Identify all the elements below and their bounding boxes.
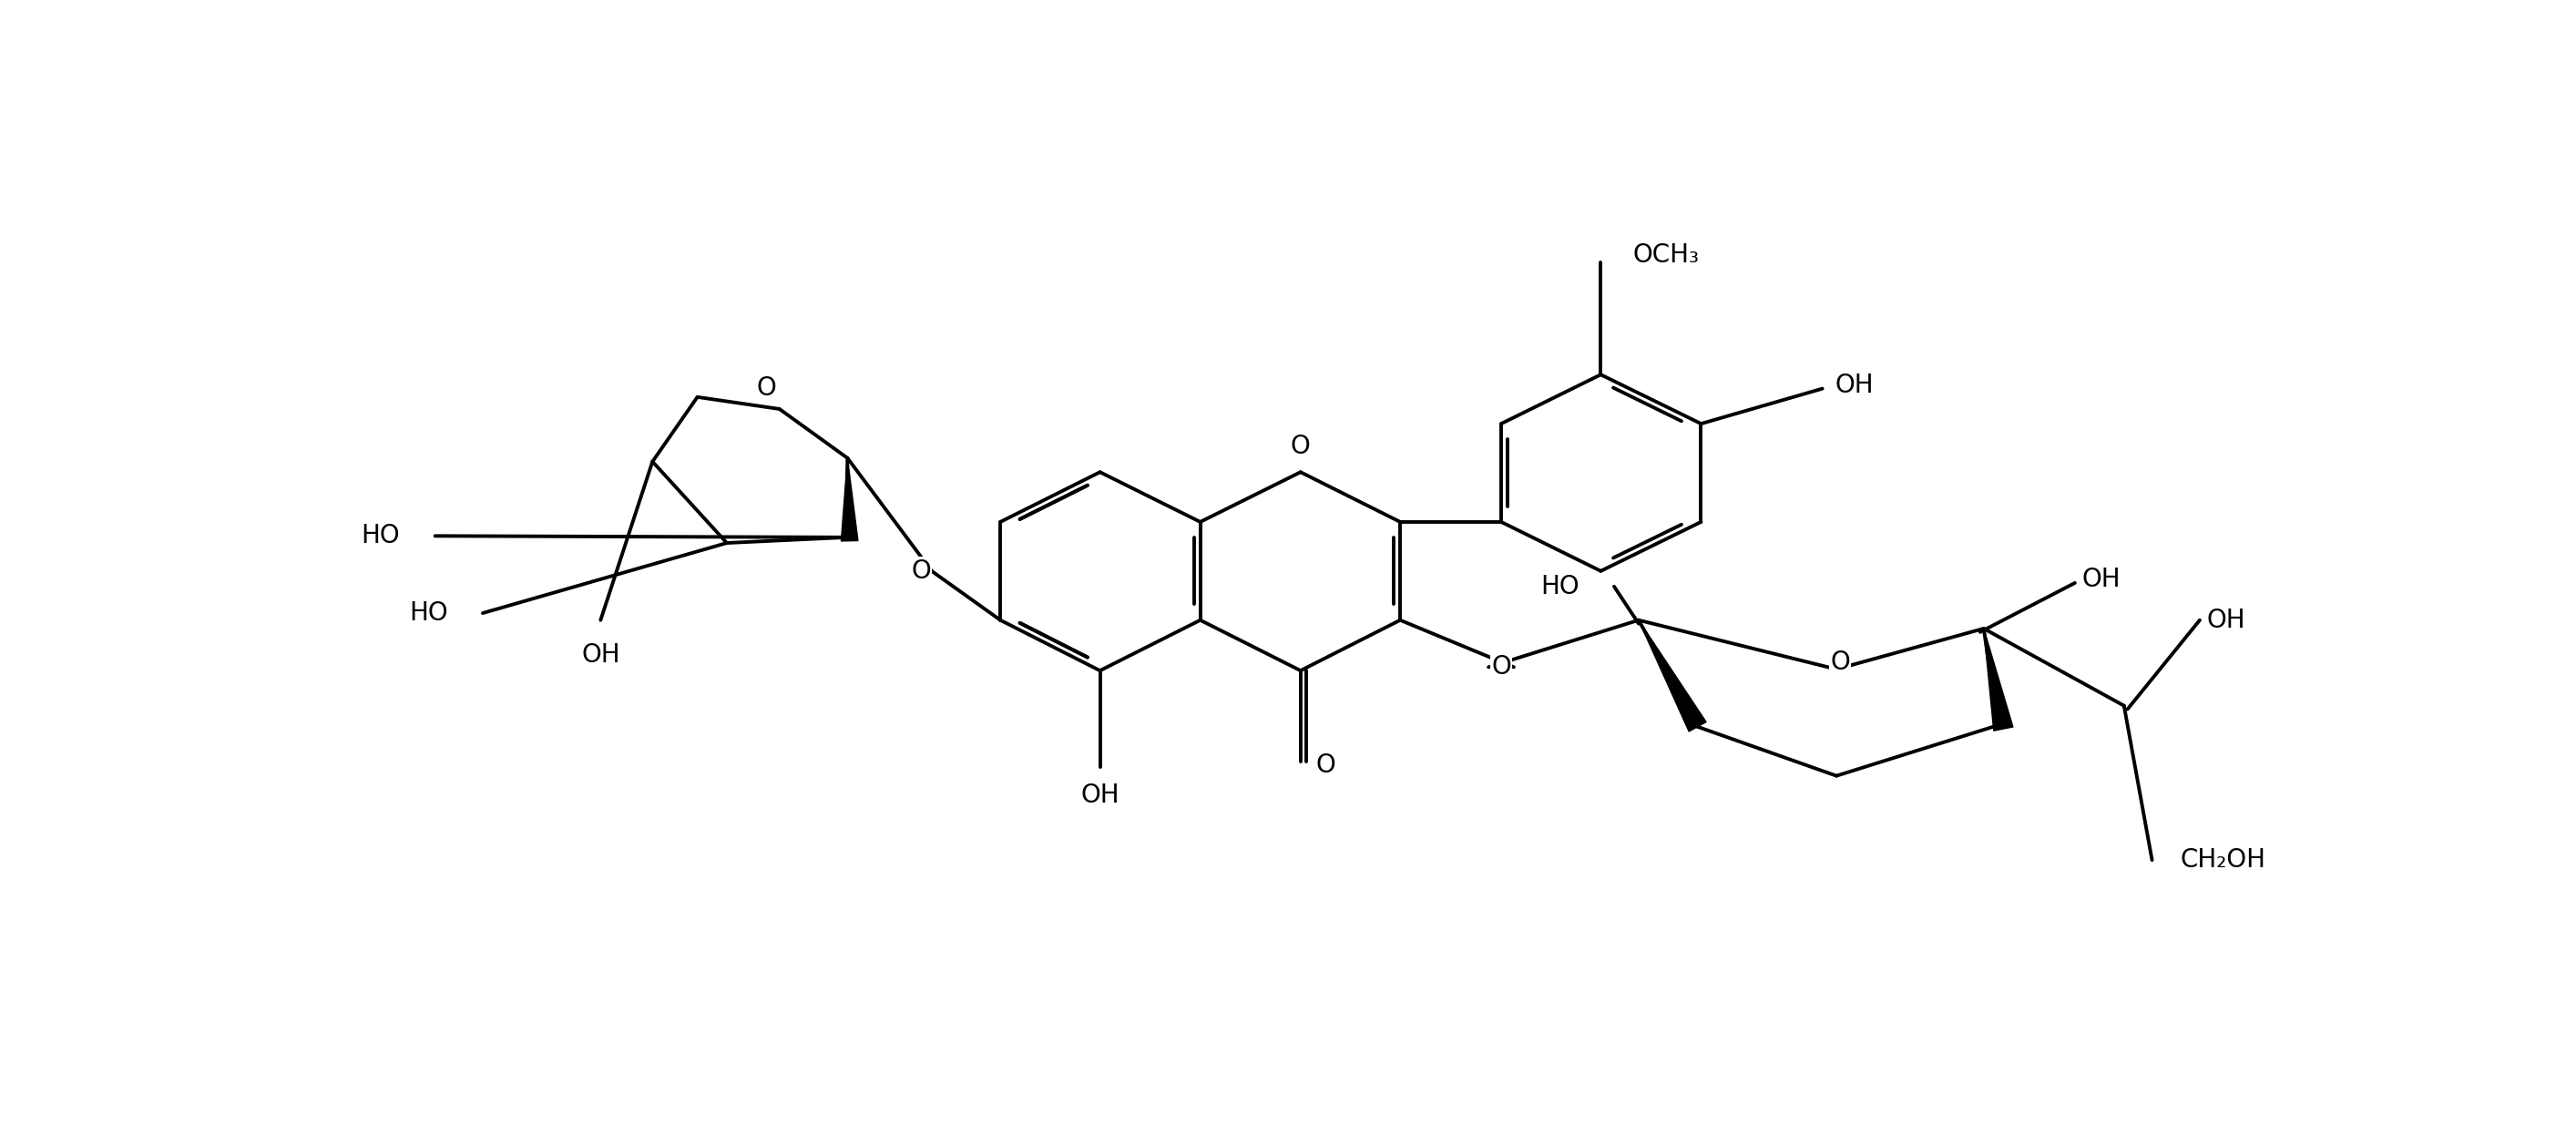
Text: O: O [1492, 654, 1512, 680]
Text: OH: OH [2208, 607, 2246, 633]
Polygon shape [1984, 628, 2012, 731]
Polygon shape [1638, 620, 1705, 731]
Text: CH₂OH: CH₂OH [2179, 847, 2267, 873]
Text: O: O [1316, 753, 1337, 778]
Text: OH: OH [1079, 783, 1121, 808]
Text: OH: OH [582, 643, 621, 668]
Text: OCH₃: OCH₃ [1633, 243, 1698, 268]
Text: HO: HO [410, 601, 448, 626]
Text: OH: OH [1834, 372, 1873, 398]
Text: O: O [912, 558, 930, 583]
Polygon shape [842, 458, 858, 541]
Text: HO: HO [1540, 574, 1579, 599]
Text: O: O [1291, 434, 1311, 460]
Text: HO: HO [361, 524, 399, 549]
Text: O: O [757, 375, 775, 401]
Text: OH: OH [2081, 566, 2120, 592]
Text: O: O [1829, 650, 1850, 675]
